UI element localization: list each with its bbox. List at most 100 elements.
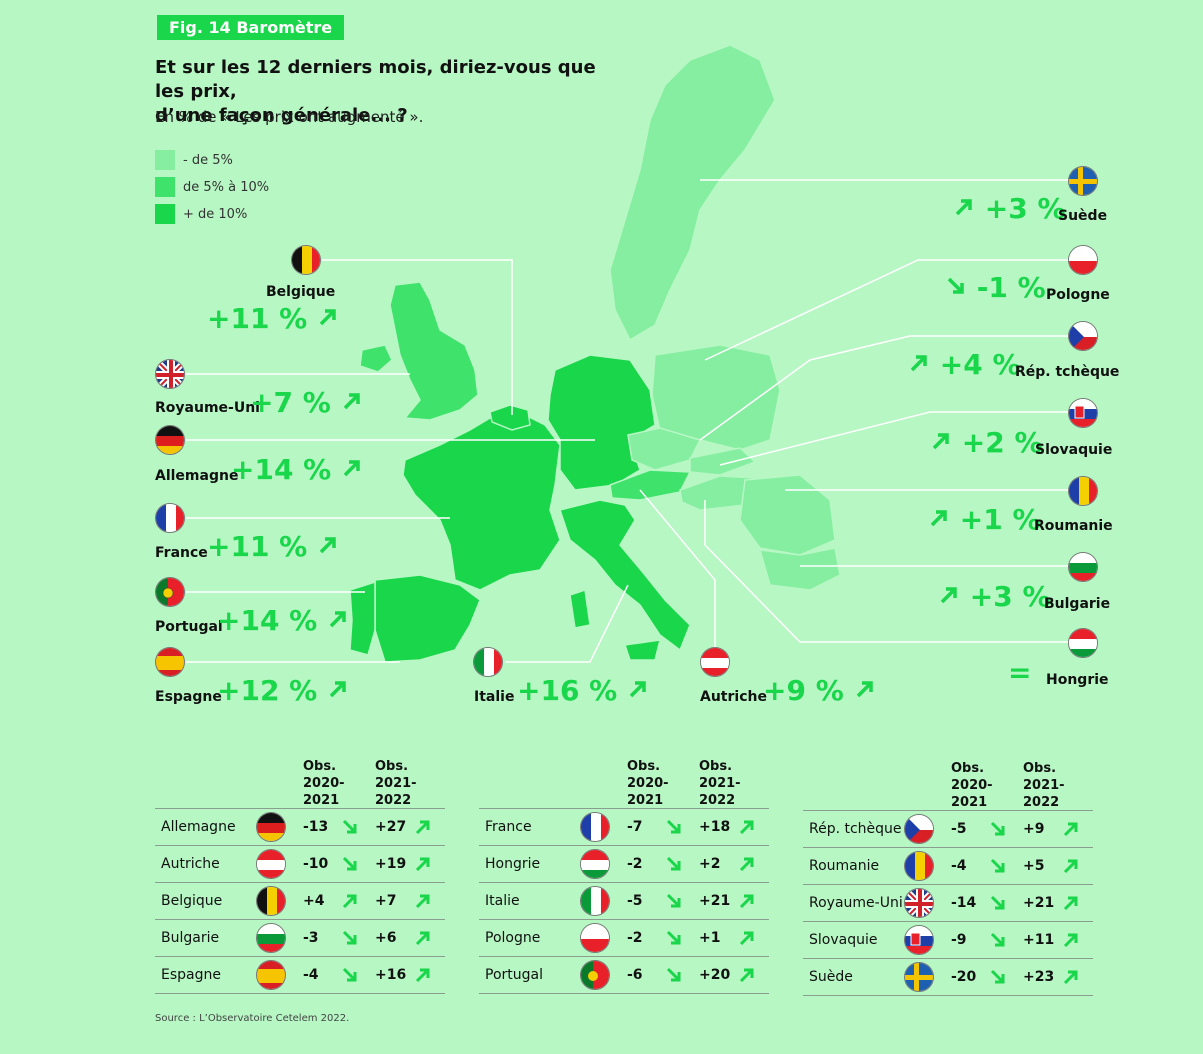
flag-belgique <box>291 245 321 275</box>
leader-tcheque <box>699 335 1068 441</box>
legend-label-low: - de 5% <box>183 152 233 168</box>
question-title: Et sur les 12 derniers mois, diriez-vous… <box>155 56 625 128</box>
table-cell-2021-2022: +16 <box>375 967 407 983</box>
pct-slovaquie: +2 % <box>930 426 1043 459</box>
label-france: France <box>155 545 208 561</box>
map-sardinia <box>569 589 591 629</box>
arrow-down-icon <box>947 277 964 294</box>
label-slovaquie: Slovaquie <box>1035 442 1113 458</box>
table-cell-2021-2022: +2 <box>699 856 721 872</box>
table-group-2: Obs. 2020- 2021 Obs. 2021- 2022 France -7 +18 H… <box>479 758 769 994</box>
table-cell-country: France <box>485 819 532 835</box>
map-romania <box>739 474 836 556</box>
flag-icon <box>580 812 610 842</box>
flag-icon <box>580 960 610 990</box>
table-cell-2020-2021: -2 <box>627 856 643 872</box>
leader-italie <box>505 584 629 663</box>
arrow-up-icon <box>739 968 754 983</box>
label-espagne: Espagne <box>155 689 222 705</box>
arrow-down-icon <box>666 930 681 945</box>
flag-icon <box>256 886 286 916</box>
leader-hongrie <box>704 500 1068 643</box>
flag-icon <box>256 849 286 879</box>
leader-belgique <box>322 259 513 415</box>
pct-allemagne: +14 % <box>231 453 363 486</box>
arrow-up-icon <box>319 309 336 326</box>
map-ireland <box>359 344 393 373</box>
table-cell-2020-2021: -4 <box>303 967 319 983</box>
map-slovakia <box>689 447 757 476</box>
legend-label-high: + de 10% <box>183 206 248 222</box>
flag-icon <box>256 960 286 990</box>
table-cell-2021-2022: +5 <box>1023 858 1045 874</box>
legend-item-low: - de 5% <box>155 149 233 171</box>
flag-icon <box>904 925 934 955</box>
arrow-down-icon <box>990 969 1005 984</box>
table-row: Espagne -4 +16 <box>155 957 445 994</box>
table-cell-country: Autriche <box>161 856 220 872</box>
subtitle: En % de « Les prix ont augmenté ». <box>155 108 424 126</box>
table-row: Rép. tchèque -5 +9 <box>803 811 1093 848</box>
leader-lines <box>186 179 1068 663</box>
table-row: Roumanie -4 +5 <box>803 848 1093 885</box>
table-row: France -7 +18 <box>479 809 769 846</box>
col-2020-2021: Obs. 2020- 2021 <box>303 759 345 808</box>
arrow-down-icon <box>666 819 681 834</box>
table-cell-country: Allemagne <box>161 819 236 835</box>
map-sweden <box>609 44 776 342</box>
arrow-up-icon <box>415 894 430 909</box>
legend-label-mid: de 5% à 10% <box>183 179 270 195</box>
pct-bulgarie: +3 % <box>938 580 1051 613</box>
flag-slovaquie <box>1068 398 1098 428</box>
arrow-down-icon <box>990 895 1005 910</box>
table-header: Obs. 2020- 2021 Obs. 2021- 2022 <box>155 758 445 808</box>
pct-espagne: +12 % <box>217 674 349 707</box>
table-cell-country: Royaume-Uni <box>809 895 903 911</box>
arrow-down-icon <box>342 819 357 834</box>
table-cell-country: Pologne <box>485 930 541 946</box>
table-cell-2020-2021: -5 <box>627 893 643 909</box>
col-2021-2022: Obs. 2021- 2022 <box>375 759 417 808</box>
label-allemagne: Allemagne <box>155 468 239 484</box>
flag-allemagne <box>155 425 185 455</box>
table-row: Bulgarie -3 +6 <box>155 920 445 957</box>
arrow-up-icon <box>910 355 927 372</box>
label-pologne: Pologne <box>1046 287 1110 303</box>
arrow-down-icon <box>342 856 357 871</box>
flag-portugal <box>155 577 185 607</box>
table-cell-country: Portugal <box>485 967 543 983</box>
col-2021-2022: Obs. 2021- 2022 <box>1023 761 1065 810</box>
table-header: Obs. 2020- 2021 Obs. 2021- 2022 <box>803 760 1093 810</box>
label-italie: Italie <box>474 689 515 705</box>
table-cell-country: Bulgarie <box>161 930 220 946</box>
table-cell-2020-2021: -9 <box>951 932 967 948</box>
arrow-up-icon <box>739 820 754 835</box>
table-group-3: Obs. 2020- 2021 Obs. 2021- 2022 Rép. tchèque… <box>803 760 1093 996</box>
table-row: Belgique +4 +7 <box>155 883 445 920</box>
table-cell-2021-2022: +27 <box>375 819 407 835</box>
table-cell-2020-2021: -20 <box>951 969 977 985</box>
col-2021-2022: Obs. 2021- 2022 <box>699 759 741 808</box>
table-cell-2021-2022: +6 <box>375 930 397 946</box>
arrow-up-icon <box>940 587 957 604</box>
question-line-1: Et sur les 12 derniers mois, diriez-vous… <box>155 57 596 102</box>
arrow-down-icon <box>342 967 357 982</box>
table-cell-2020-2021: -4 <box>951 858 967 874</box>
pct-belgique: +11 % <box>207 302 339 335</box>
arrow-up-icon <box>415 857 430 872</box>
arrow-up-icon <box>415 968 430 983</box>
table-header: Obs. 2020- 2021 Obs. 2021- 2022 <box>479 758 769 808</box>
legend-swatch-high <box>155 204 175 224</box>
flag-icon <box>904 814 934 844</box>
table-cell-2021-2022: +23 <box>1023 969 1055 985</box>
arrow-up-icon <box>415 931 430 946</box>
flag-suede <box>1068 166 1098 196</box>
flag-icon <box>904 851 934 881</box>
flag-espagne <box>155 647 185 677</box>
source-note: Source : L’Observatoire Cetelem 2022. <box>155 1013 350 1024</box>
arrow-up-icon <box>739 894 754 909</box>
arrow-up-icon <box>1063 822 1078 837</box>
col-2020-2021: Obs. 2020- 2021 <box>627 759 669 808</box>
arrow-up-icon <box>343 393 360 410</box>
table-cell-2021-2022: +20 <box>699 967 731 983</box>
